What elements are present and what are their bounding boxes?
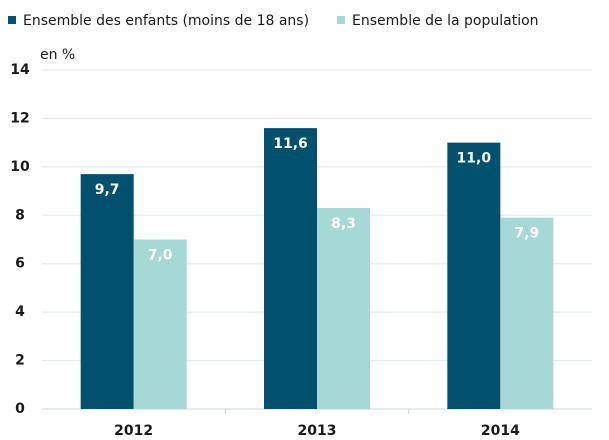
bar [500, 217, 554, 409]
value-label: 8,3 [331, 216, 356, 232]
x-tick-label: 2014 [481, 423, 520, 439]
legend-label: Ensemble de la population [352, 13, 538, 29]
legend-label: Ensemble des enfants (moins de 18 ans) [23, 13, 309, 29]
bar [447, 142, 501, 409]
y-tick-label: 8 [15, 207, 25, 223]
x-tick-label: 2013 [298, 423, 337, 439]
legend-swatch [337, 16, 346, 24]
value-label: 11,0 [457, 151, 492, 167]
y-tick-label: 10 [10, 159, 30, 175]
bar [317, 208, 370, 409]
y-tick-label: 14 [10, 62, 30, 78]
y-tick-label: 2 [15, 353, 25, 369]
bar [133, 239, 187, 409]
legend-swatch [8, 16, 16, 24]
y-tick-label: 6 [15, 256, 25, 272]
y-tick-label: 12 [10, 110, 29, 126]
bar [80, 174, 134, 409]
y-tick-label: 4 [15, 304, 25, 320]
x-tick-label: 2012 [114, 423, 153, 439]
value-label: 7,0 [148, 248, 173, 264]
value-label: 7,9 [514, 226, 539, 242]
value-label: 9,7 [95, 182, 120, 198]
y-tick-label: 0 [15, 401, 25, 417]
value-label: 11,6 [273, 136, 308, 152]
bar [264, 128, 317, 409]
y-axis-label: en % [40, 47, 75, 63]
